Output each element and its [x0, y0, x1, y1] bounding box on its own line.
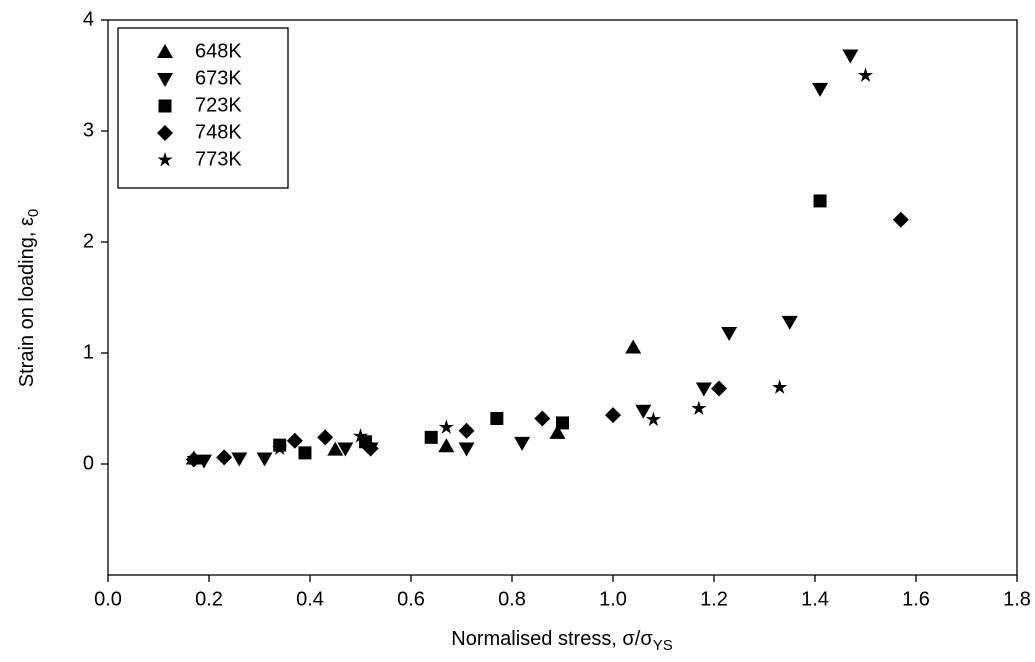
point — [772, 379, 788, 394]
y-tick-label: 4 — [83, 8, 94, 30]
point — [362, 440, 379, 457]
x-tick-label: 0.8 — [498, 588, 526, 610]
point — [695, 382, 712, 397]
point — [438, 419, 454, 434]
y-axis-label: Strain on loading, ε0 — [16, 209, 42, 387]
point — [842, 49, 859, 64]
legend-marker — [157, 73, 173, 87]
point — [458, 442, 475, 457]
point — [711, 380, 728, 397]
point — [424, 430, 438, 444]
point — [812, 82, 829, 97]
point — [327, 441, 344, 456]
point — [549, 424, 566, 439]
x-tick-label: 1.6 — [902, 588, 930, 610]
x-tick-label: 1.0 — [599, 588, 627, 610]
x-tick-label: 0.4 — [296, 588, 324, 610]
y-tick-label: 0 — [83, 452, 94, 474]
legend-marker — [158, 99, 172, 113]
legend-marker — [157, 44, 173, 58]
point — [556, 416, 569, 430]
point — [186, 450, 202, 465]
x-tick-label: 0.2 — [195, 588, 223, 610]
x-tick-label: 1.4 — [801, 588, 829, 610]
legend-label: 748K — [195, 121, 242, 143]
point — [691, 400, 707, 415]
point — [272, 440, 288, 455]
y-axis-label-sub: 0 — [25, 209, 42, 217]
y-tick-label: 1 — [83, 341, 94, 363]
x-tick-label: 0.6 — [397, 588, 425, 610]
point — [892, 211, 909, 228]
legend-label: 723K — [195, 94, 242, 116]
x-axis-label-sub: YS — [653, 637, 673, 654]
point — [438, 438, 455, 453]
point — [645, 411, 662, 427]
legend-label: 773K — [195, 148, 242, 170]
x-tick-label: 1.8 — [1003, 588, 1031, 610]
x-axis-label: Normalised stress, σ/σYS — [451, 628, 672, 654]
x-axis-label-main: Normalised stress, σ/σ — [451, 628, 653, 650]
legend-label: 673K — [195, 67, 242, 89]
plot-frame — [107, 19, 1018, 576]
point — [231, 452, 248, 467]
x-tick-label: 0.0 — [94, 588, 122, 610]
point — [298, 446, 312, 460]
point — [781, 315, 798, 330]
legend-box — [117, 27, 289, 189]
point — [216, 449, 233, 466]
point — [458, 422, 475, 439]
point — [857, 67, 874, 82]
point — [605, 407, 621, 424]
point — [625, 339, 642, 354]
point — [813, 194, 827, 208]
point — [352, 428, 369, 443]
point — [256, 452, 273, 467]
point — [286, 432, 303, 449]
point — [514, 436, 531, 451]
legend-marker — [157, 125, 173, 141]
point — [721, 327, 738, 342]
y-axis-label-main: Strain on loading, ε — [16, 217, 38, 387]
point — [534, 410, 551, 427]
legend-label: 648K — [195, 40, 242, 62]
point — [635, 404, 652, 419]
y-tick-label: 2 — [83, 230, 94, 252]
point — [317, 429, 334, 446]
point — [337, 442, 354, 457]
point — [490, 411, 504, 425]
y-tick-label: 3 — [83, 119, 94, 141]
x-tick-label: 1.2 — [700, 588, 728, 610]
legend-marker — [157, 152, 173, 167]
